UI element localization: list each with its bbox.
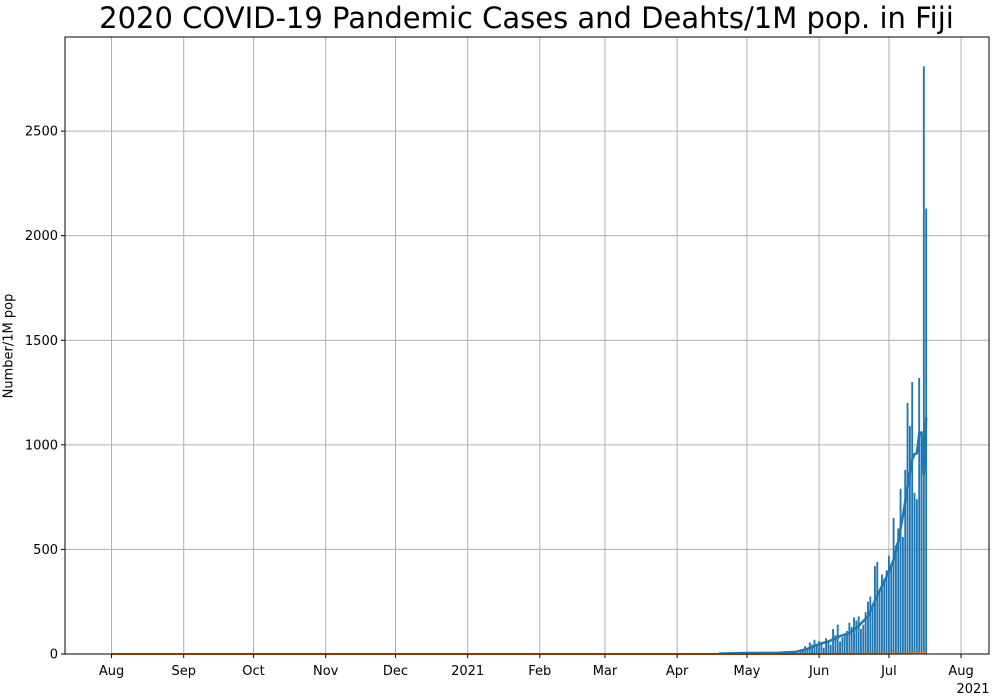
x-tick-label: 2021 <box>451 664 484 679</box>
x-tick-label: Jun <box>808 664 829 679</box>
lines-layer <box>111 417 928 655</box>
x-tick-label: May <box>733 664 760 679</box>
ticks-layer: 0 500 1000 1500 2000 2500 Aug Sep Oct Nov Dec 2021 F… <box>25 125 974 679</box>
case-bar <box>892 518 895 654</box>
case-bar <box>801 650 804 654</box>
case-bar <box>829 644 832 654</box>
x-axis-offset-label: 2021 <box>956 682 989 697</box>
y-tick-label: 2500 <box>25 125 58 140</box>
x-tick-label: Feb <box>528 664 551 679</box>
y-tick-label: 500 <box>33 543 58 558</box>
case-bar <box>918 377 921 654</box>
case-bar <box>920 432 923 654</box>
case-bar <box>822 647 825 654</box>
case-bar <box>890 566 893 654</box>
case-bar <box>864 612 867 654</box>
case-bar <box>901 536 904 654</box>
y-tick-label: 0 <box>50 648 58 663</box>
y-tick-label: 2000 <box>25 229 58 244</box>
case-bar <box>899 488 902 654</box>
case-bar <box>843 634 846 654</box>
case-bar <box>806 648 809 654</box>
case-bar <box>815 645 818 654</box>
bars-layer <box>718 66 928 655</box>
case-bar <box>818 641 821 654</box>
x-tick-label: Sep <box>171 664 196 679</box>
x-tick-label: Oct <box>242 664 264 679</box>
case-bar <box>869 596 872 654</box>
grid-layer <box>65 37 989 655</box>
case-bar <box>867 601 869 654</box>
case-bar <box>811 644 814 654</box>
case-bar <box>860 628 862 654</box>
case-bar <box>894 545 897 654</box>
y-tick-label: 1500 <box>25 334 58 349</box>
x-tick-label: Jul <box>880 664 897 679</box>
plot-frame <box>64 36 990 655</box>
case-bar <box>904 469 907 654</box>
x-tick-label: Dec <box>383 664 408 679</box>
case-bar <box>857 616 860 654</box>
case-bar <box>906 403 909 654</box>
chart-title: 2020 COVID-19 Pandemic Cases and Deahts/… <box>99 1 954 35</box>
case-bar <box>883 578 886 654</box>
case-bar <box>848 622 851 654</box>
case-bar <box>911 382 914 654</box>
x-tick-label: Nov <box>313 664 339 679</box>
case-bar <box>913 492 916 654</box>
case-bar <box>827 641 830 654</box>
case-bar <box>862 624 865 654</box>
case-bar <box>832 628 834 654</box>
case-bar <box>836 624 839 654</box>
case-bar <box>855 620 858 654</box>
case-bar <box>871 605 874 654</box>
case-bar <box>850 626 853 654</box>
case-bar <box>887 555 890 654</box>
case-bar <box>820 643 823 654</box>
case-bar <box>876 561 879 654</box>
x-tick-label: Aug <box>99 664 124 679</box>
case-bar <box>874 566 876 654</box>
case-bar <box>881 574 883 654</box>
cases-average-line <box>718 417 928 655</box>
case-bar <box>878 591 881 654</box>
x-tick-label: Mar <box>593 664 618 679</box>
x-tick-label: Aug <box>948 664 973 679</box>
y-tick-label: 1000 <box>25 438 58 453</box>
case-bar <box>841 637 844 654</box>
case-bar <box>853 617 855 654</box>
case-bar <box>834 635 837 654</box>
case-bar <box>897 528 900 654</box>
case-bar <box>885 570 888 654</box>
case-bar <box>846 630 848 654</box>
case-bar <box>825 638 828 654</box>
x-tick-label: Apr <box>666 664 689 679</box>
case-bar <box>915 499 918 654</box>
case-bar <box>922 66 925 654</box>
case-bar <box>839 641 841 654</box>
case-bar <box>908 426 911 654</box>
